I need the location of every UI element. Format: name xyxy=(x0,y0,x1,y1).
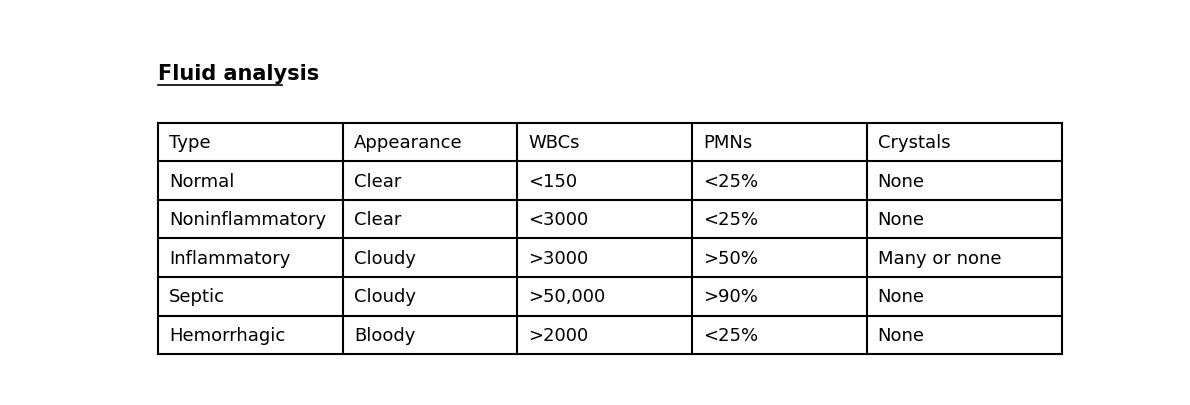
Text: WBCs: WBCs xyxy=(528,134,580,151)
Text: Hemorrhagic: Hemorrhagic xyxy=(169,326,286,344)
Text: Cloudy: Cloudy xyxy=(353,288,416,305)
Text: Septic: Septic xyxy=(169,288,225,305)
Text: >90%: >90% xyxy=(703,288,758,305)
Text: >50,000: >50,000 xyxy=(528,288,606,305)
Text: <150: <150 xyxy=(528,172,577,190)
Text: None: None xyxy=(878,288,925,305)
Text: Clear: Clear xyxy=(353,172,401,190)
Text: Type: Type xyxy=(169,134,211,151)
Text: <25%: <25% xyxy=(703,326,758,344)
Text: Appearance: Appearance xyxy=(353,134,463,151)
Text: Bloody: Bloody xyxy=(353,326,415,344)
Text: Crystals: Crystals xyxy=(878,134,951,151)
Text: Noninflammatory: Noninflammatory xyxy=(169,211,326,228)
Text: None: None xyxy=(878,211,925,228)
Text: Fluid analysis: Fluid analysis xyxy=(158,64,319,84)
Text: <3000: <3000 xyxy=(528,211,589,228)
Text: >50%: >50% xyxy=(703,249,758,267)
Text: >3000: >3000 xyxy=(528,249,589,267)
Text: Many or none: Many or none xyxy=(878,249,1001,267)
Text: >2000: >2000 xyxy=(528,326,589,344)
Text: None: None xyxy=(878,326,925,344)
Text: <25%: <25% xyxy=(703,211,758,228)
Text: PMNs: PMNs xyxy=(703,134,752,151)
Text: <25%: <25% xyxy=(703,172,758,190)
Text: Cloudy: Cloudy xyxy=(353,249,416,267)
Text: Inflammatory: Inflammatory xyxy=(169,249,290,267)
Text: None: None xyxy=(878,172,925,190)
Text: Clear: Clear xyxy=(353,211,401,228)
Text: Normal: Normal xyxy=(169,172,234,190)
